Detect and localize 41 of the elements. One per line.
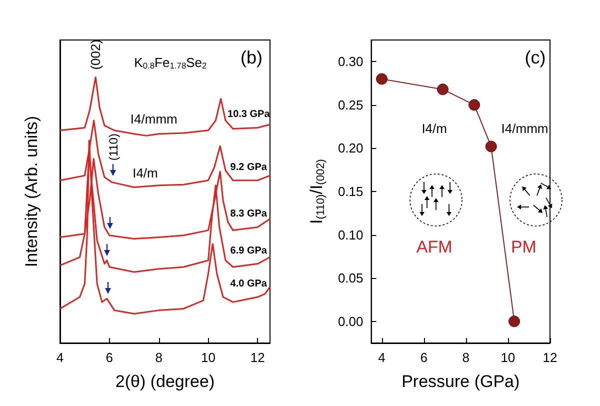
y-axis-title: Intensity (Arb. units)	[22, 116, 41, 268]
point	[508, 316, 520, 328]
y-tick-label: 0.10	[338, 227, 364, 242]
x-tick-label: 6	[420, 350, 428, 365]
annotation: I4/mmm	[501, 120, 548, 136]
x-tick-label: 12	[250, 350, 265, 365]
annotation: (110)	[106, 134, 120, 161]
y-tick-label: 0.30	[338, 54, 364, 70]
x-tick-label: 10	[500, 350, 516, 365]
x-tick-label: 4	[56, 350, 64, 365]
x-tick-label: 6	[106, 350, 114, 365]
y-tick-label: 0.05	[338, 270, 364, 286]
point	[437, 84, 448, 96]
text: (b)	[240, 47, 262, 68]
annotation: (c)	[524, 47, 546, 68]
x-axis-title: Pressure (GPa)	[402, 372, 520, 391]
x-tick-label: 10	[201, 350, 216, 365]
y-tick-label: 0.20	[338, 140, 364, 156]
point	[485, 140, 497, 152]
point	[468, 99, 480, 111]
y-axis-title: I(110)/I(002)	[307, 159, 327, 224]
annotation: I4/mmm	[130, 111, 178, 126]
x-tick-label: 4	[378, 350, 386, 365]
x-tick-label: 8	[462, 350, 470, 365]
annotation: PM	[510, 237, 536, 256]
x-tick-label: 12	[542, 350, 558, 365]
annotation: I4/m	[132, 165, 158, 180]
y-tick-label: 0.00	[338, 314, 364, 329]
y-tick-label: 0.15	[338, 184, 364, 199]
series-label: 8.3 GPa	[230, 208, 268, 220]
point	[376, 73, 388, 85]
x-axis-title: 2(θ) (degree)	[115, 372, 215, 391]
x-tick-label: 8	[155, 350, 162, 365]
annotation: I4/m	[422, 120, 447, 136]
series-label: 9.2 GPa	[230, 162, 268, 173]
series-label: 4.0 GPa	[230, 278, 268, 290]
series-label: 6.9 GPa	[230, 245, 268, 256]
series-label: 10.3 GPa	[228, 109, 270, 120]
y-tick-label: 0.25	[338, 97, 364, 112]
annotation: AFM	[416, 237, 452, 256]
text: (002)	[88, 39, 104, 70]
